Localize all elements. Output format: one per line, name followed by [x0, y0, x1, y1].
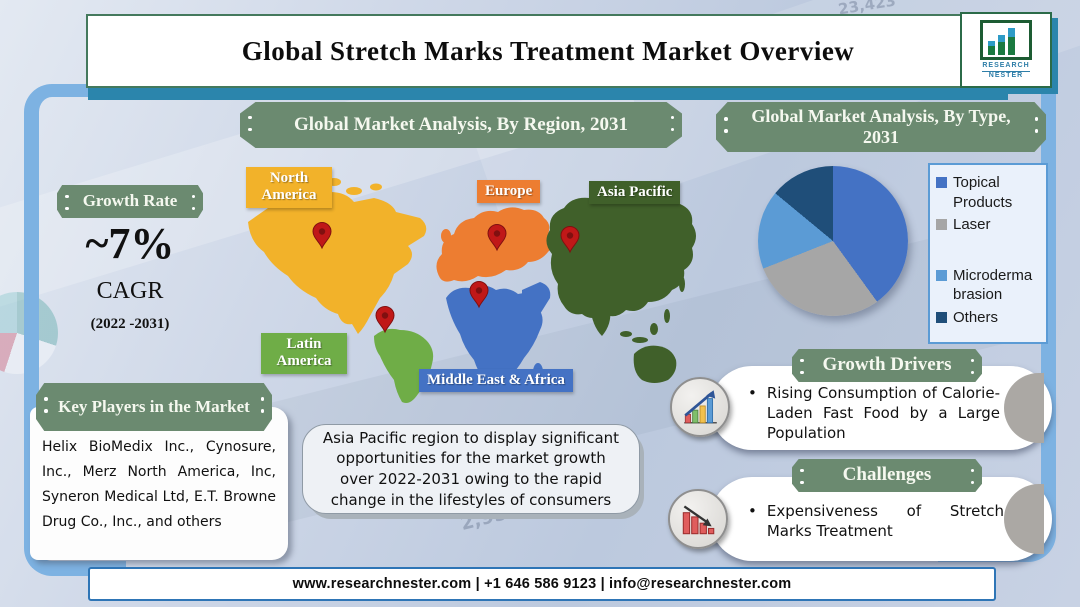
continent-africa	[446, 285, 543, 387]
continent-asia	[546, 190, 696, 318]
key-players-text: Helix BioMedix Inc., Cynosure, Inc., Mer…	[42, 439, 276, 530]
footer-contact-bar: www.researchnester.com | +1 646 586 9123…	[88, 567, 996, 601]
page-title: Global Stretch Marks Treatment Market Ov…	[241, 35, 855, 66]
banner-type-analysis: Global Market Analysis, By Type, 2031	[716, 102, 1046, 152]
arctic-island	[346, 187, 362, 195]
growth-rate-value: ~7%	[85, 219, 175, 268]
legend-label: Microdermabrasion	[953, 266, 1033, 304]
footer-contact-text: www.researchnester.com | +1 646 586 9123…	[292, 576, 792, 592]
pie-legend: Topical Products Laser Microdermabrasion…	[928, 163, 1048, 344]
challenge-bullet: • Expensiveness of Stretch Marks Treatme…	[748, 502, 1004, 540]
logo-text: RESEARCH NESTER	[982, 61, 1030, 79]
pie-chart	[758, 166, 908, 316]
region-label-europe: Europe	[477, 180, 541, 204]
legend-label: Others	[953, 308, 999, 326]
map-pin-latin-america	[375, 306, 395, 333]
legend-swatch-microdermabrasion	[936, 269, 947, 281]
legend-label: Laser	[953, 216, 991, 233]
island-se-asia	[650, 323, 658, 335]
island-japan	[679, 276, 685, 292]
legend-swatch-topical-products	[936, 177, 947, 188]
logo-bars-icon	[980, 19, 1032, 60]
island-se-asia	[620, 331, 632, 337]
growth-chart-icon	[670, 377, 730, 437]
subcontinent-india	[590, 303, 611, 336]
title-box: Global Stretch Marks Treatment Market Ov…	[86, 14, 1010, 88]
legend-item: Microdermabrasion	[936, 266, 1040, 305]
insight-box: Asia Pacific region to display significa…	[302, 424, 640, 514]
region-label-asia-pacific: Asia Pacific	[589, 181, 681, 205]
legend-item: Others	[936, 308, 1040, 328]
legend-label: Topical Products	[953, 174, 1013, 211]
title-underline-strip	[88, 87, 1008, 100]
region-label-latin-america: Latin America	[261, 333, 347, 374]
continent-latin-america	[374, 328, 434, 403]
continent-north-america	[248, 192, 427, 334]
banner-growth-rate: Growth Rate	[57, 185, 203, 218]
banner-region-analysis: Global Market Analysis, By Region, 2031	[240, 102, 682, 148]
growth-driver-bullet: • Rising Consumption of Calorie-Laden Fa…	[748, 384, 1000, 442]
island-uk	[441, 229, 451, 243]
region-label-middle-east-africa: Middle East & Africa	[419, 369, 573, 393]
legend-item: Topical Products	[936, 173, 1040, 212]
island-se-asia	[632, 337, 648, 343]
legend-swatch-others	[936, 311, 947, 323]
legend-item: Laser	[936, 215, 1040, 235]
banner-growth-drivers: Growth Drivers	[792, 349, 982, 382]
pill-end-cap	[1004, 373, 1044, 443]
research-nester-logo: RESEARCH NESTER	[960, 12, 1052, 88]
decline-chart-icon	[668, 489, 728, 549]
island-se-asia	[664, 309, 670, 323]
legend-swatch-laser	[936, 219, 947, 230]
world-map	[234, 158, 704, 408]
arctic-island	[370, 183, 382, 191]
region-label-north-america: North America	[246, 167, 332, 208]
region-middle-east	[522, 282, 551, 314]
continent-australia	[633, 345, 677, 383]
pill-end-cap	[1004, 484, 1044, 554]
insight-text: Asia Pacific region to display significa…	[322, 428, 620, 509]
growth-rate-period: (2022 -2031)	[90, 316, 170, 332]
key-players-box: Helix BioMedix Inc., Cynosure, Inc., Mer…	[30, 407, 288, 560]
banner-challenges: Challenges	[792, 459, 982, 492]
growth-rate-metric: CAGR	[96, 278, 164, 304]
banner-key-players: Key Players in the Market	[36, 383, 272, 431]
